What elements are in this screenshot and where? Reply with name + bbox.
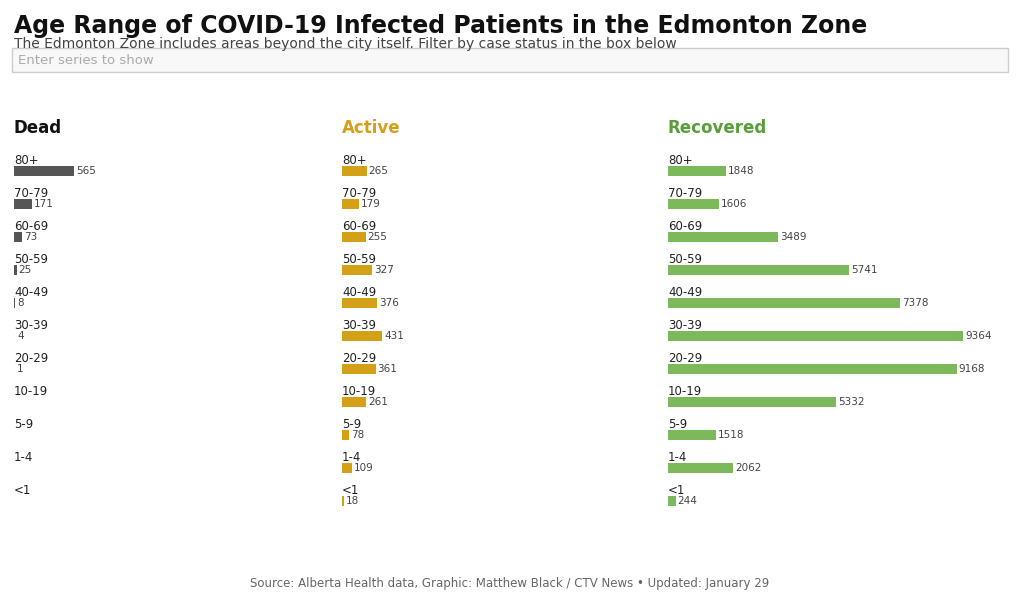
Text: 60-69: 60-69 <box>341 220 376 233</box>
Text: 4: 4 <box>17 330 23 341</box>
Text: 5-9: 5-9 <box>341 418 361 431</box>
Text: 376: 376 <box>378 298 398 307</box>
Text: 20-29: 20-29 <box>667 352 701 365</box>
Text: <1: <1 <box>341 484 359 497</box>
Text: 2062: 2062 <box>735 463 760 473</box>
FancyBboxPatch shape <box>341 199 359 208</box>
Text: 70-79: 70-79 <box>14 187 48 200</box>
Text: 30-39: 30-39 <box>667 319 701 332</box>
Text: 70-79: 70-79 <box>341 187 376 200</box>
FancyBboxPatch shape <box>14 199 33 208</box>
Text: 9364: 9364 <box>964 330 990 341</box>
FancyBboxPatch shape <box>341 397 366 406</box>
Text: 179: 179 <box>361 199 380 208</box>
Text: 565: 565 <box>76 165 96 176</box>
FancyBboxPatch shape <box>14 265 16 275</box>
FancyBboxPatch shape <box>341 429 348 440</box>
FancyBboxPatch shape <box>14 165 74 176</box>
Text: 70-79: 70-79 <box>667 187 701 200</box>
Text: 5-9: 5-9 <box>667 418 687 431</box>
Text: 30-39: 30-39 <box>341 319 376 332</box>
FancyBboxPatch shape <box>667 463 733 473</box>
Text: 1: 1 <box>17 364 23 374</box>
Text: 80+: 80+ <box>14 154 39 167</box>
Text: 20-29: 20-29 <box>341 352 376 365</box>
Text: 80+: 80+ <box>341 154 366 167</box>
FancyBboxPatch shape <box>341 364 375 374</box>
Text: Source: Alberta Health data, Graphic: Matthew Black / CTV News • Updated: Januar: Source: Alberta Health data, Graphic: Ma… <box>250 577 769 590</box>
Text: 40-49: 40-49 <box>14 286 48 299</box>
FancyBboxPatch shape <box>341 298 377 307</box>
Text: 361: 361 <box>377 364 397 374</box>
FancyBboxPatch shape <box>667 330 962 341</box>
FancyBboxPatch shape <box>12 48 1007 72</box>
Text: 109: 109 <box>354 463 374 473</box>
Text: 5741: 5741 <box>850 265 876 275</box>
Text: 255: 255 <box>367 232 387 242</box>
Text: 1-4: 1-4 <box>14 451 34 464</box>
FancyBboxPatch shape <box>667 496 675 506</box>
FancyBboxPatch shape <box>667 265 848 275</box>
Text: 171: 171 <box>34 199 54 208</box>
Text: Dead: Dead <box>14 119 62 137</box>
Text: 5332: 5332 <box>838 397 864 406</box>
Text: 265: 265 <box>368 165 388 176</box>
Text: 9168: 9168 <box>958 364 984 374</box>
Text: 10-19: 10-19 <box>14 385 48 398</box>
Text: 25: 25 <box>18 265 32 275</box>
Text: 80+: 80+ <box>667 154 692 167</box>
Text: Enter series to show: Enter series to show <box>18 54 154 66</box>
Text: 50-59: 50-59 <box>667 253 701 266</box>
Text: 73: 73 <box>23 232 37 242</box>
FancyBboxPatch shape <box>341 496 343 506</box>
Text: 5-9: 5-9 <box>14 418 34 431</box>
Text: 50-59: 50-59 <box>341 253 376 266</box>
FancyBboxPatch shape <box>341 330 382 341</box>
Text: 10-19: 10-19 <box>667 385 701 398</box>
FancyBboxPatch shape <box>667 165 726 176</box>
FancyBboxPatch shape <box>667 199 718 208</box>
Text: 1606: 1606 <box>719 199 746 208</box>
FancyBboxPatch shape <box>667 429 715 440</box>
Text: The Edmonton Zone includes areas beyond the city itself. Filter by case status i: The Edmonton Zone includes areas beyond … <box>14 37 676 51</box>
Text: Age Range of COVID-19 Infected Patients in the Edmonton Zone: Age Range of COVID-19 Infected Patients … <box>14 14 866 38</box>
Text: 1-4: 1-4 <box>341 451 361 464</box>
FancyBboxPatch shape <box>341 265 372 275</box>
Text: 431: 431 <box>383 330 404 341</box>
Text: 1518: 1518 <box>717 429 744 440</box>
Text: <1: <1 <box>14 484 32 497</box>
Text: 30-39: 30-39 <box>14 319 48 332</box>
Text: 1-4: 1-4 <box>667 451 687 464</box>
Text: 10-19: 10-19 <box>341 385 376 398</box>
Text: 1848: 1848 <box>728 165 754 176</box>
FancyBboxPatch shape <box>341 232 365 242</box>
Text: 40-49: 40-49 <box>667 286 701 299</box>
Text: 60-69: 60-69 <box>667 220 701 233</box>
FancyBboxPatch shape <box>341 463 352 473</box>
FancyBboxPatch shape <box>14 232 21 242</box>
Text: 78: 78 <box>351 429 364 440</box>
Text: 327: 327 <box>374 265 393 275</box>
Text: 3489: 3489 <box>780 232 806 242</box>
FancyBboxPatch shape <box>341 165 366 176</box>
Text: <1: <1 <box>667 484 685 497</box>
Text: Active: Active <box>341 119 400 137</box>
Text: 40-49: 40-49 <box>341 286 376 299</box>
FancyBboxPatch shape <box>667 364 956 374</box>
FancyBboxPatch shape <box>667 397 836 406</box>
Text: 8: 8 <box>17 298 23 307</box>
Text: 60-69: 60-69 <box>14 220 48 233</box>
FancyBboxPatch shape <box>667 232 777 242</box>
Text: 261: 261 <box>368 397 387 406</box>
Text: 7378: 7378 <box>902 298 928 307</box>
Text: Recovered: Recovered <box>667 119 766 137</box>
Text: 244: 244 <box>677 496 697 506</box>
FancyBboxPatch shape <box>667 298 900 307</box>
Text: 50-59: 50-59 <box>14 253 48 266</box>
Text: 20-29: 20-29 <box>14 352 48 365</box>
Text: 18: 18 <box>345 496 359 506</box>
